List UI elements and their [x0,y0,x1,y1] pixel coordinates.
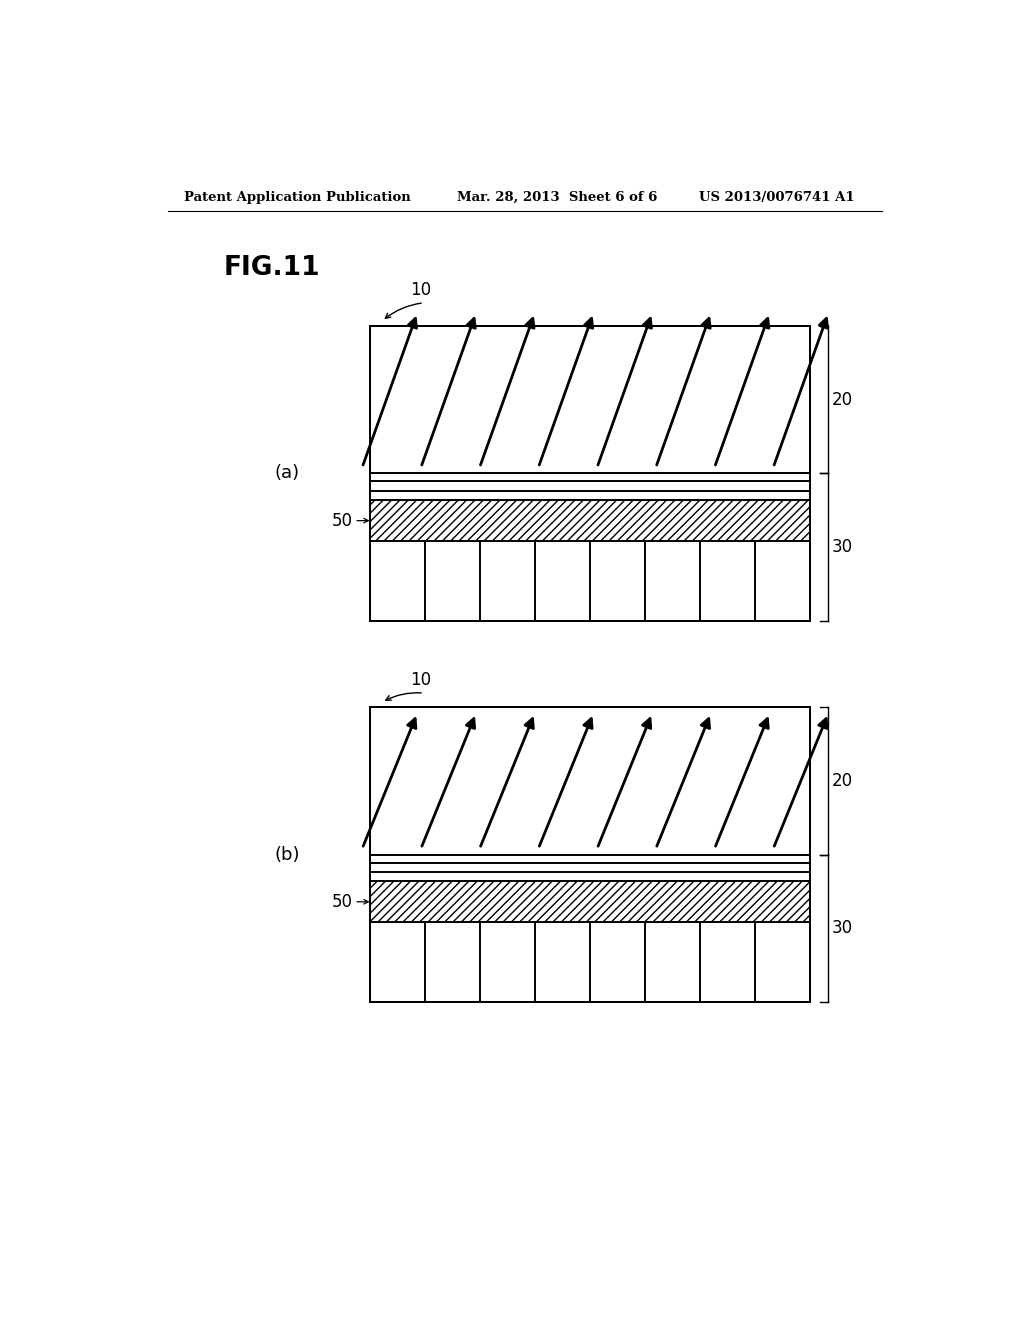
Bar [370,923,811,1002]
Text: Mar. 28, 2013  Sheet 6 of 6: Mar. 28, 2013 Sheet 6 of 6 [458,191,657,203]
Text: 20: 20 [831,391,853,409]
Text: 10: 10 [410,671,431,689]
Text: Patent Application Publication: Patent Application Publication [183,191,411,203]
Text: 50: 50 [332,512,352,529]
Text: 10: 10 [410,281,431,298]
Text: 50: 50 [332,892,352,911]
Text: US 2013/0076741 A1: US 2013/0076741 A1 [699,191,855,203]
Bar [370,326,811,474]
Text: (b): (b) [274,846,300,863]
Text: 20: 20 [831,772,853,789]
Bar [370,500,811,541]
Bar [370,541,811,620]
Text: 30: 30 [831,919,853,937]
Text: FIG.11: FIG.11 [223,255,319,281]
Bar [370,708,811,854]
Text: 30: 30 [831,539,853,556]
Text: (a): (a) [274,465,300,483]
Bar [370,882,811,923]
